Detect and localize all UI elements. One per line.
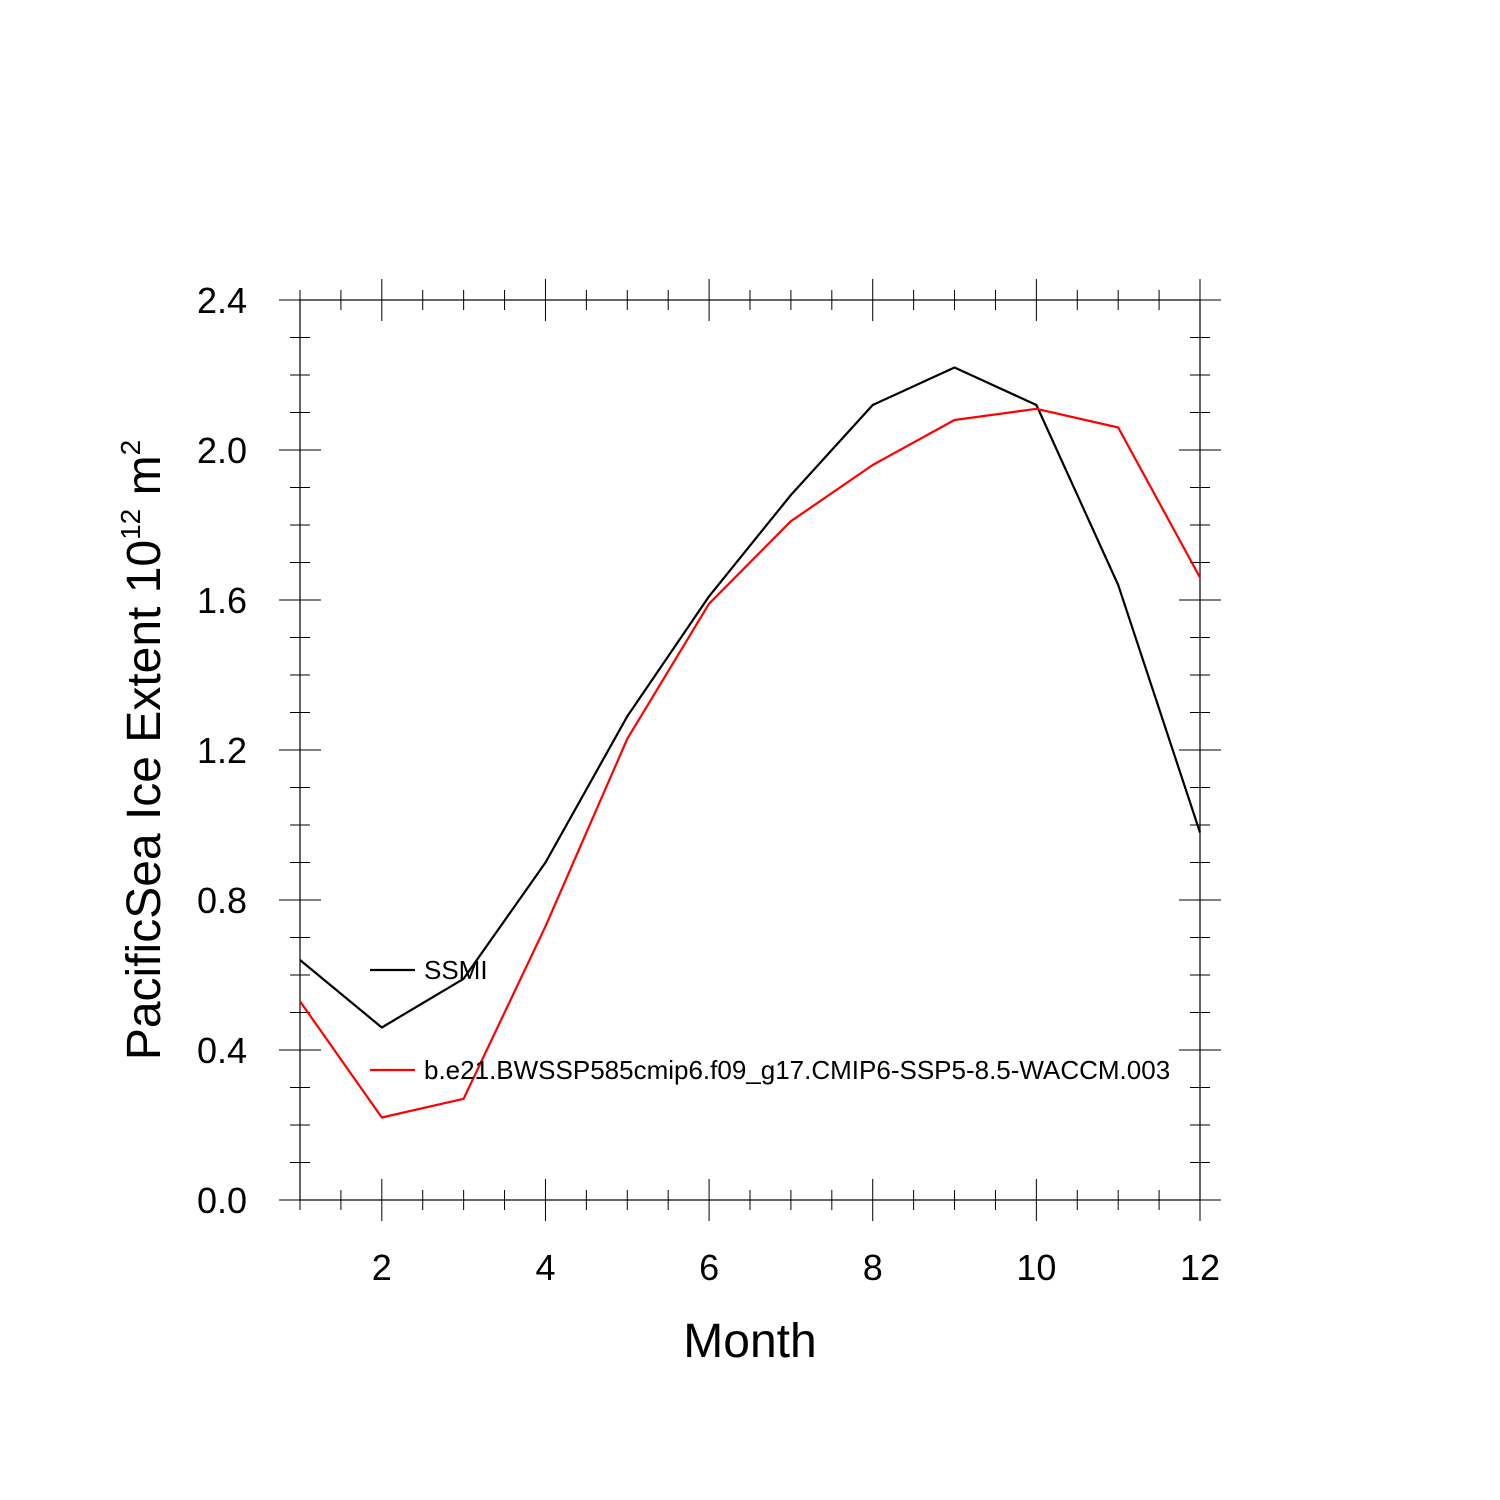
x-tick-label: 2 [372, 1247, 392, 1288]
y-tick-label: 0.0 [197, 1180, 247, 1221]
y-tick-label: 1.2 [197, 730, 247, 771]
y-axis-title-exponent: 12 [115, 509, 146, 540]
series-line-2 [299, 407, 1201, 1119]
x-tick-label: 4 [535, 1247, 555, 1288]
y-tick-label: 0.8 [197, 880, 247, 921]
x-tick-label: 8 [863, 1247, 883, 1288]
y-tick-label: 2.4 [197, 280, 247, 321]
y-axis-title-main: PacificSea Ice Extent 10 [118, 540, 171, 1060]
y-axis-title-unit: m [118, 455, 171, 508]
x-tick-label: 12 [1180, 1247, 1220, 1288]
legend-label-1: SSMI [424, 955, 488, 985]
x-axis-title: Month [683, 1315, 816, 1368]
y-axis-title-unit-exponent: 2 [115, 440, 146, 456]
y-axis-title: PacificSea Ice Extent 1012 m2 [115, 440, 171, 1060]
y-tick-label: 0.4 [197, 1030, 247, 1071]
series-lines [299, 366, 1202, 1119]
y-tick-label: 1.6 [197, 580, 247, 621]
tick-labels: 2 4 6 8 10 12 0.0 0.4 0.8 1.2 1.6 2.0 2.4 [197, 280, 1220, 1288]
legend-label-2: b.e21.BWSSP585cmip6.f09_g17.CMIP6-SSP5-8… [424, 1055, 1170, 1085]
y-tick-label: 2.0 [197, 430, 247, 471]
legend: SSMI b.e21.BWSSP585cmip6.f09_g17.CMIP6-SS… [370, 955, 1170, 1085]
x-tick-label: 6 [699, 1247, 719, 1288]
series-line-1 [299, 366, 1202, 1029]
x-tick-label: 10 [1016, 1247, 1056, 1288]
axis-ticks [279, 279, 1221, 1221]
